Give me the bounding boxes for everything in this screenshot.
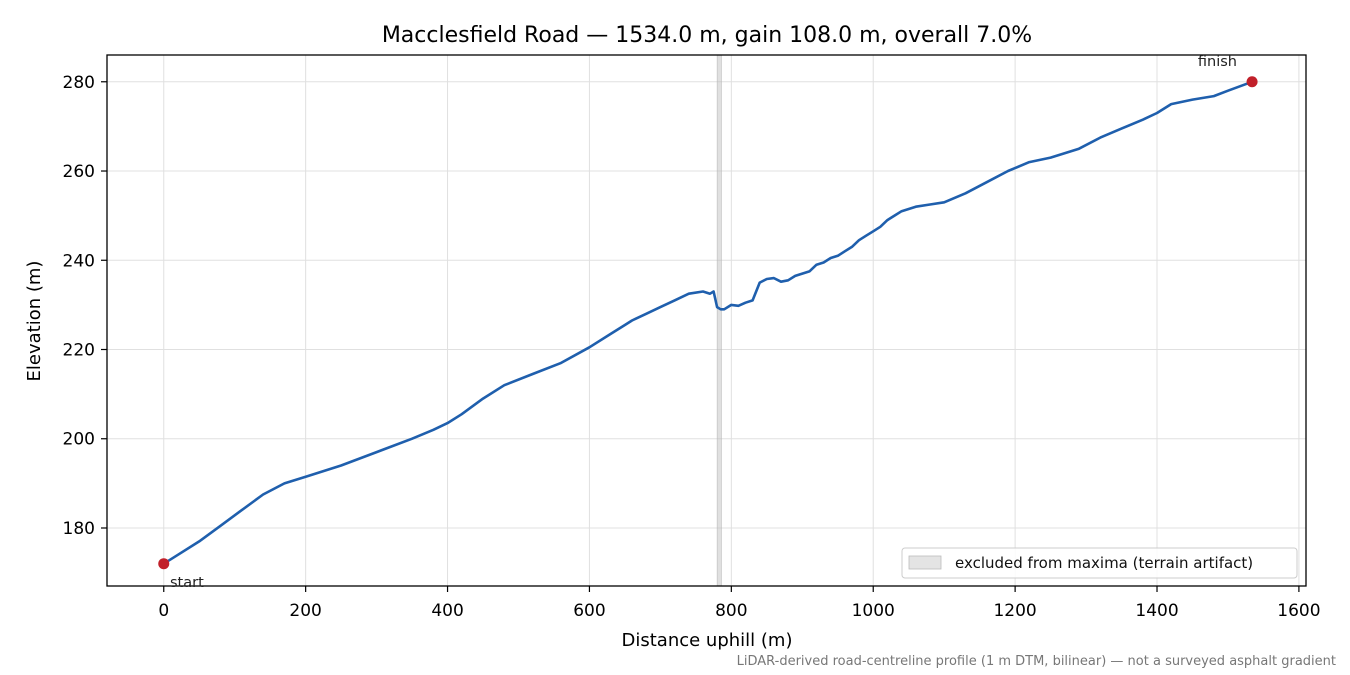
legend-swatch	[908, 555, 942, 570]
x-axis-ticks: 0 200 400 600 800 1000 1200 1400 1600	[158, 586, 1321, 621]
y-axis-ticks: 180 200 220 240 260 280	[63, 73, 107, 539]
start-marker	[158, 558, 170, 570]
y-tick-label: 280	[63, 73, 95, 93]
excluded-band-layer	[716, 54, 722, 587]
y-tick-label: 220	[63, 341, 95, 361]
y-axis-label: Elevation (m)	[24, 261, 45, 382]
x-tick-label: 1200	[993, 601, 1036, 621]
gridlines	[107, 55, 1306, 586]
footnote: LiDAR-derived road-centreline profile (1…	[737, 654, 1336, 669]
series-layer	[162, 80, 1254, 566]
y-tick-label: 200	[63, 430, 95, 450]
legend: excluded from maxima (terrain artifact)	[901, 547, 1298, 579]
start-annotation: start	[170, 575, 204, 591]
legend-label: excluded from maxima (terrain artifact)	[955, 554, 1253, 572]
x-tick-label: 200	[289, 601, 321, 621]
x-tick-label: 1400	[1135, 601, 1178, 621]
x-tick-label: 800	[715, 601, 747, 621]
elevation-line	[162, 80, 1254, 566]
x-tick-label: 1600	[1277, 601, 1320, 621]
finish-annotation: finish	[1198, 54, 1237, 70]
chart-title: Macclesfield Road — 1534.0 m, gain 108.0…	[382, 23, 1032, 48]
x-tick-label: 600	[573, 601, 605, 621]
marker-layer	[158, 76, 1258, 570]
x-axis-label: Distance uphill (m)	[622, 630, 793, 651]
plot-frame	[106, 54, 1307, 587]
x-tick-label: 400	[431, 601, 463, 621]
y-tick-label: 260	[63, 162, 95, 182]
x-tick-label: 0	[158, 601, 169, 621]
legend-box	[901, 547, 1298, 579]
excluded-band	[716, 54, 722, 587]
y-tick-label: 180	[63, 519, 95, 539]
finish-marker	[1246, 76, 1258, 88]
x-tick-label: 1000	[852, 601, 895, 621]
y-tick-label: 240	[63, 251, 95, 271]
